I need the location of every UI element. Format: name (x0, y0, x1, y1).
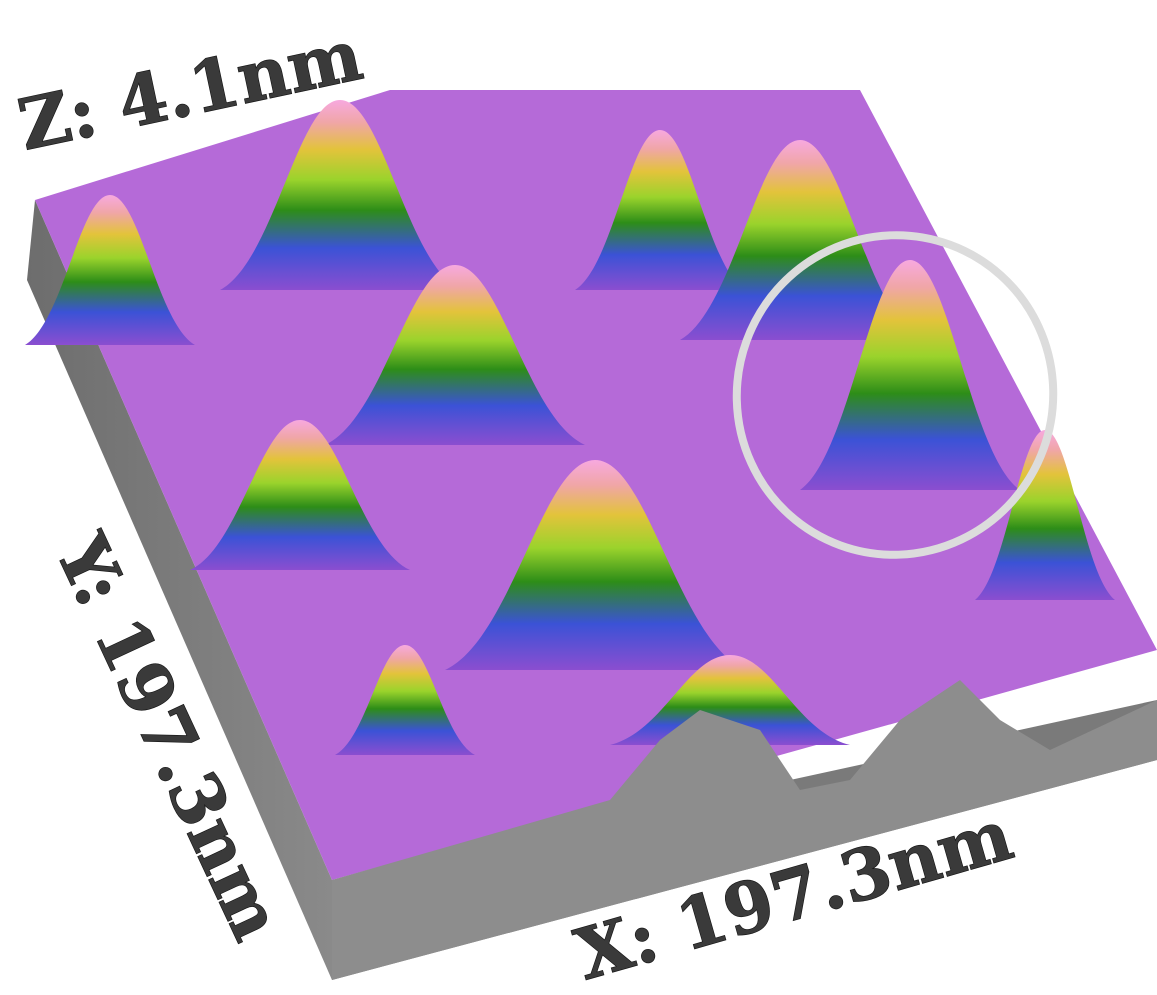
peak-8 (445, 460, 745, 670)
peak-5 (680, 140, 920, 340)
peak-7 (190, 420, 410, 570)
peak-2 (220, 100, 460, 290)
left-side-face (27, 200, 332, 980)
peak-9 (335, 645, 475, 755)
surface-peaks (25, 100, 1115, 755)
peak-1 (25, 195, 195, 345)
peak-6 (800, 260, 1020, 490)
peak-10 (610, 655, 850, 745)
front-profile (332, 680, 1157, 980)
peak-11 (975, 430, 1115, 600)
highlight-ellipse (732, 231, 1058, 559)
peak-4 (575, 130, 745, 290)
peak-3 (325, 265, 585, 445)
